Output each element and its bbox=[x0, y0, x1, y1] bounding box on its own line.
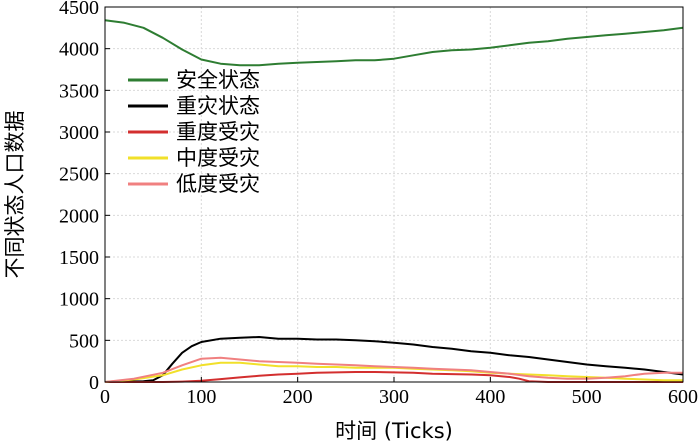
y-tick-label: 4000 bbox=[59, 39, 99, 61]
series-line-5 bbox=[104, 356, 683, 383]
y-tick-label: 500 bbox=[69, 330, 99, 352]
legend-label-3: 重度受灾 bbox=[176, 120, 260, 144]
y-tick-label: 2000 bbox=[59, 205, 99, 227]
x-tick-label: 400 bbox=[475, 386, 505, 408]
y-axis-label: 不同状态人口数据 bbox=[3, 111, 27, 279]
x-tick-label: 0 bbox=[100, 386, 110, 408]
series-line-2 bbox=[104, 336, 684, 383]
y-tick-label: 2500 bbox=[59, 164, 99, 186]
legend-label-1: 安全状态 bbox=[176, 68, 260, 92]
legend-label-2: 重灾状态 bbox=[176, 94, 260, 118]
ticks: 0 100 200 300 400 500 600 0 500 1000 1500 2000 2500 3… bbox=[59, 0, 698, 408]
legend-label-5: 低度受灾 bbox=[176, 172, 260, 196]
series-line-1 bbox=[104, 19, 684, 67]
y-tick-label: 4500 bbox=[59, 0, 99, 19]
x-tick-label: 600 bbox=[668, 386, 698, 408]
grid-lines bbox=[105, 7, 683, 382]
x-tick-label: 100 bbox=[186, 386, 216, 408]
y-tick-label: 1000 bbox=[59, 289, 99, 311]
x-axis-label: 时间 (Ticks) bbox=[335, 419, 453, 443]
x-tick-label: 200 bbox=[283, 386, 313, 408]
y-tick-label: 1500 bbox=[59, 247, 99, 269]
y-tick-label: 0 bbox=[89, 372, 99, 394]
x-tick-label: 500 bbox=[572, 386, 602, 408]
y-tick-label: 3500 bbox=[59, 80, 99, 102]
legend-label-4: 中度受灾 bbox=[176, 146, 260, 170]
x-tick-label: 300 bbox=[379, 386, 409, 408]
y-tick-label: 3000 bbox=[59, 122, 99, 144]
